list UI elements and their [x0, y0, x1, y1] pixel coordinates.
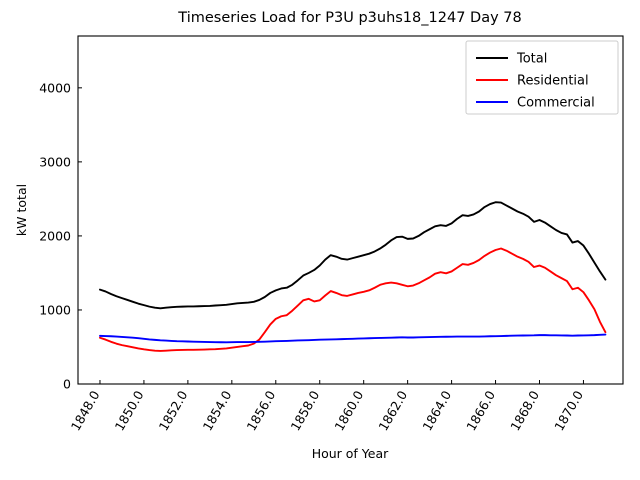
x-tick-label: 1866.0 [463, 388, 498, 433]
x-tick-label: 1852.0 [156, 388, 191, 433]
y-tick-label: 3000 [39, 154, 71, 169]
x-tick-label: 1870.0 [551, 388, 586, 433]
x-tick-label: 1864.0 [419, 388, 454, 433]
legend-label-residential: Residential [517, 74, 589, 89]
legend-label-total: Total [516, 52, 547, 67]
chart-legend: Total Residential Commercial [465, 40, 619, 115]
y-tick-label: 0 [63, 377, 71, 392]
series-line-residential [99, 247, 607, 352]
x-tick-label: 1858.0 [287, 388, 322, 433]
y-axis-title: kW total [14, 184, 29, 236]
x-tick-label: 1856.0 [244, 388, 279, 433]
legend-items: Total Residential Commercial [476, 52, 595, 111]
legend-label-commercial: Commercial [517, 96, 595, 111]
legend-box [465, 40, 619, 115]
x-tick-label: 1854.0 [200, 388, 235, 433]
y-tick-label: 2000 [39, 228, 71, 243]
x-tick-label: 1860.0 [331, 388, 366, 433]
y-tick-label: 4000 [39, 80, 71, 95]
data-series-group [99, 201, 607, 352]
x-axis-ticks: 1848.0 1850.0 1852.0 1854.0 1856.0 1858.0 1860… [68, 380, 586, 433]
y-tick-label: 1000 [39, 302, 71, 317]
series-line-total [99, 201, 607, 310]
x-tick-label: 1862.0 [375, 388, 410, 433]
plot-frame [77, 35, 624, 385]
x-tick-label: 1848.0 [68, 388, 103, 433]
x-tick-label: 1868.0 [507, 388, 542, 433]
y-axis-ticks: 0 1000 2000 3000 4000 [39, 80, 82, 392]
x-axis-title: Hour of Year [312, 446, 389, 461]
series-line-commercial [99, 333, 607, 344]
x-tick-label: 1850.0 [112, 388, 147, 433]
chart-title: Timeseries Load for P3U p3uhs18_1247 Day… [177, 10, 521, 26]
